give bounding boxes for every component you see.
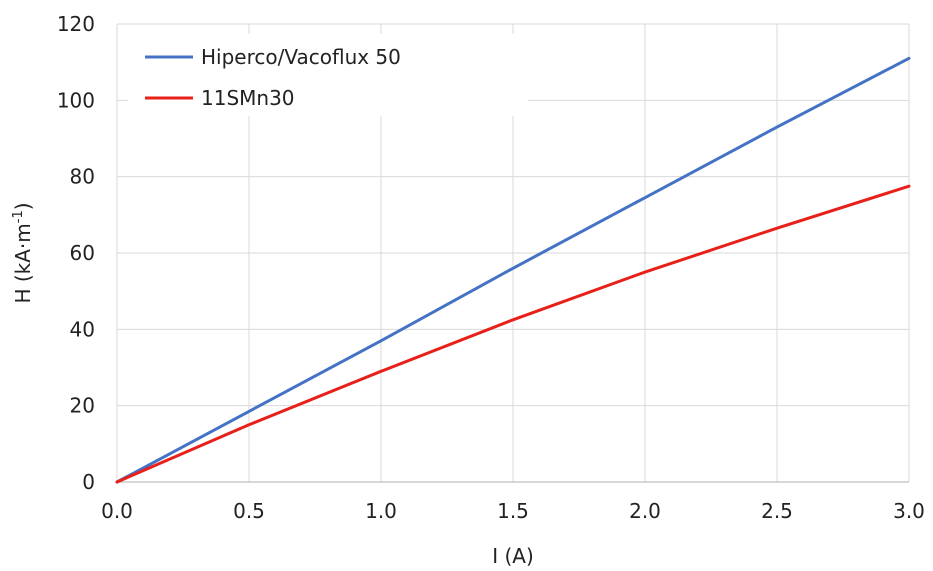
y-tick-label: 0 (82, 470, 95, 494)
series-lines (115, 56, 911, 484)
x-tick-label: 0.5 (233, 499, 265, 523)
series-line-11smn30 (115, 184, 911, 484)
y-axis-title: H (kA·m-1) (11, 202, 35, 303)
y-tick-label: 80 (70, 165, 95, 189)
x-tick-label: 0.0 (101, 499, 133, 523)
y-axis-title-main: H (kA·m (11, 223, 35, 303)
y-tick-label: 60 (70, 241, 95, 265)
x-tick-label: 2.0 (629, 499, 661, 523)
y-tick-label: 20 (70, 394, 95, 418)
x-axis-title: I (A) (492, 544, 534, 568)
legend-background (128, 34, 528, 116)
x-tick-label: 3.0 (893, 499, 925, 523)
y-axis-title-close: ) (11, 202, 35, 210)
legend-label-hiperco: Hiperco/Vacoflux 50 (201, 45, 401, 69)
y-tick-label: 100 (57, 88, 95, 112)
x-tick-label: 1.0 (365, 499, 397, 523)
legend-label-11smn30: 11SMn30 (201, 86, 295, 110)
y-axis-title-superscript: -1 (11, 210, 26, 223)
axes: 0.0 0.5 1.0 1.5 2.0 2.5 3.0 0 20 40 60 80 100 120 (57, 12, 925, 523)
y-tick-label: 40 (70, 317, 95, 341)
x-tick-label: 1.5 (497, 499, 529, 523)
legend: Hiperco/Vacoflux 50 11SMn30 (128, 34, 528, 116)
series-line-hiperco (115, 56, 911, 484)
x-tick-label: 2.5 (761, 499, 793, 523)
y-tick-label: 120 (57, 12, 95, 36)
